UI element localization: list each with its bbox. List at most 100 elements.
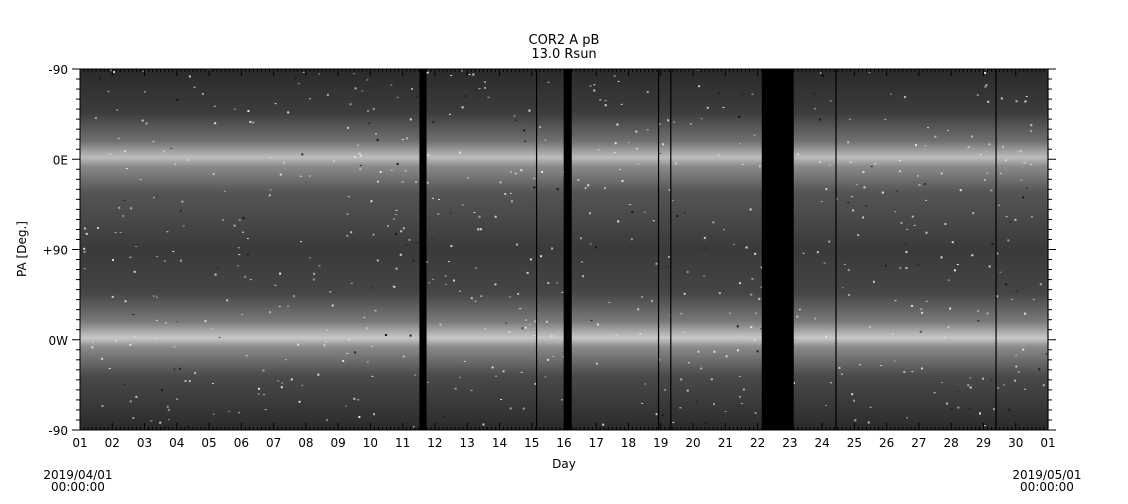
noise-speck: [361, 90, 364, 92]
noise-speck: [509, 192, 512, 194]
noise-speck: [233, 224, 236, 227]
noise-speck: [847, 269, 850, 272]
noise-speck: [898, 170, 901, 173]
noise-speck: [463, 360, 466, 362]
noise-speck: [947, 279, 950, 281]
noise-speck: [484, 86, 487, 89]
noise-speck: [217, 267, 220, 269]
noise-speck: [823, 262, 826, 264]
noise-speck: [326, 93, 329, 96]
noise-speck: [849, 161, 852, 164]
noise-speck: [594, 246, 597, 249]
noise-speck: [188, 75, 191, 78]
noise-speck: [818, 160, 821, 163]
noise-speck: [406, 137, 409, 140]
noise-speck: [350, 231, 353, 234]
noise-speck: [370, 287, 373, 289]
noise-speck: [543, 80, 546, 82]
noise-speck: [400, 230, 403, 233]
noise-speck: [560, 399, 563, 401]
noise-speck: [683, 212, 686, 214]
x-tick-label: 13: [460, 436, 475, 450]
noise-speck: [249, 279, 252, 281]
noise-speck: [1020, 150, 1023, 153]
noise-speck: [740, 403, 743, 405]
noise-speck: [107, 90, 110, 92]
noise-speck: [404, 170, 407, 172]
noise-speck: [884, 264, 887, 267]
noise-speck: [318, 73, 321, 75]
noise-speck: [534, 382, 537, 385]
noise-speck: [132, 417, 135, 420]
noise-speck: [903, 96, 906, 99]
noise-speck: [972, 212, 975, 215]
noise-speck: [641, 296, 644, 298]
noise-speck: [287, 111, 290, 114]
noise-speck: [226, 299, 229, 302]
noise-speck: [680, 378, 683, 381]
noise-speck: [760, 266, 763, 269]
noise-speck: [643, 211, 646, 213]
noise-speck: [614, 142, 617, 145]
noise-speck: [83, 250, 86, 253]
noise-speck: [425, 260, 428, 263]
noise-speck: [753, 134, 756, 136]
noise-speck: [816, 251, 819, 254]
noise-speck: [988, 143, 991, 146]
noise-speck: [1015, 100, 1018, 103]
noise-speck: [173, 346, 176, 348]
noise-speck: [921, 311, 924, 314]
noise-speck: [985, 69, 988, 71]
x-tick-label: 21: [718, 436, 733, 450]
noise-speck: [170, 147, 173, 149]
noise-speck: [399, 253, 402, 256]
noise-speck: [374, 310, 377, 312]
noise-speck: [1029, 163, 1032, 165]
noise-speck: [459, 151, 462, 154]
noise-speck: [944, 223, 947, 226]
x-tick-label: 01: [1040, 436, 1055, 450]
noise-speck: [358, 416, 361, 419]
x-tick-label: 24: [814, 436, 829, 450]
noise-speck: [562, 356, 565, 358]
noise-speck: [358, 152, 361, 155]
noise-speck: [187, 158, 190, 161]
noise-speck: [941, 382, 944, 384]
noise-speck: [900, 221, 903, 224]
noise-speck: [843, 263, 846, 265]
noise-speck: [1024, 312, 1027, 315]
noise-speck: [437, 198, 440, 200]
noise-speck: [308, 98, 311, 100]
noise-speck: [143, 91, 146, 93]
noise-speck: [318, 265, 321, 267]
noise-speck: [853, 399, 856, 402]
noise-speck: [132, 314, 135, 316]
noise-speck: [346, 126, 349, 129]
noise-speck: [667, 255, 670, 258]
noise-speck: [661, 143, 664, 146]
noise-speck: [353, 397, 356, 400]
noise-speck: [894, 300, 897, 302]
noise-speck: [390, 169, 393, 171]
noise-speck: [427, 153, 430, 156]
x-tick-label: 12: [427, 436, 442, 450]
y-tick-label: +90: [43, 244, 68, 258]
noise-speck: [1025, 96, 1028, 98]
noise-speck: [1032, 298, 1035, 300]
noise-speck: [664, 389, 667, 391]
noise-speck: [297, 83, 300, 85]
noise-speck: [751, 93, 754, 95]
x-tick-label: 05: [201, 436, 216, 450]
x-tick-label: 08: [298, 436, 313, 450]
noise-speck: [155, 296, 158, 298]
noise-speck: [347, 196, 350, 198]
noise-speck: [372, 233, 375, 236]
noise-speck: [133, 336, 136, 338]
noise-speck: [415, 96, 418, 98]
noise-speck: [629, 204, 632, 206]
noise-speck: [186, 425, 189, 428]
noise-speck: [402, 355, 405, 358]
noise-speck: [630, 238, 633, 241]
noise-speck: [617, 220, 620, 223]
noise-speck: [91, 346, 94, 349]
